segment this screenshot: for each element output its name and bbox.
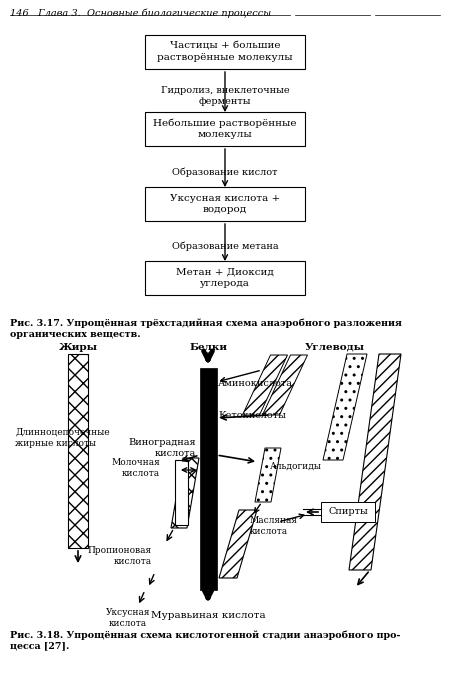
Text: Образование метана: Образование метана [172,241,278,251]
Text: Рис. 3.17. Упрощённая трёхстадийная схема анаэробного разложения
органических ве: Рис. 3.17. Упрощённая трёхстадийная схем… [10,318,402,338]
Text: Масляная
кислота: Масляная кислота [250,516,298,536]
Text: Аминокислота: Аминокислота [218,379,293,389]
Text: Длинноцепочечные
жирные кислоты: Длинноцепочечные жирные кислоты [15,428,110,448]
Text: Жиры: Жиры [58,342,98,351]
Polygon shape [171,458,199,528]
FancyBboxPatch shape [321,502,375,522]
Text: Кетокислоты: Кетокислоты [218,411,286,421]
Text: Рис. 3.18. Упрощённая схема кислотогенной стадии анаэробного про-
цесса [27].: Рис. 3.18. Упрощённая схема кислотогенно… [10,630,400,651]
Text: Уксусная кислота +
водород: Уксусная кислота + водород [170,194,280,214]
Polygon shape [255,448,281,502]
Text: Белки: Белки [189,342,227,351]
Polygon shape [243,355,288,415]
Text: Углеводы: Углеводы [305,342,365,351]
Bar [199,368,216,590]
Text: Пропионовая
кислота: Пропионовая кислота [88,546,152,566]
Bar [68,354,88,548]
Text: Образование кислот: Образование кислот [172,167,278,177]
Text: Альдогиды: Альдогиды [270,462,322,471]
Text: 146   Глава 3.  Основные биологические процессы: 146 Глава 3. Основные биологические проц… [10,8,271,18]
Text: Метан + Диоксид
углерода: Метан + Диоксид углерода [176,268,274,288]
Text: Гидролиз, внеклеточные
ферменты: Гидролиз, внеклеточные ферменты [161,86,289,106]
FancyBboxPatch shape [145,187,305,221]
Polygon shape [323,354,367,460]
Text: Виноградная
кислота: Виноградная кислота [128,438,196,458]
Polygon shape [262,355,307,415]
Polygon shape [349,354,401,570]
Bar [175,460,188,525]
Text: Молочная
кислота: Молочная кислота [111,458,160,478]
Text: Небольшие растворённые
молекулы: Небольшие растворённые молекулы [153,119,297,139]
Text: Спирты: Спирты [328,507,368,516]
Text: Уксусная
кислота: Уксусная кислота [106,608,150,628]
Text: Частицы + большие
растворённые молекулы: Частицы + большие растворённые молекулы [157,42,293,62]
FancyBboxPatch shape [145,261,305,295]
FancyBboxPatch shape [145,112,305,146]
Text: Муравьиная кислота: Муравьиная кислота [151,612,266,621]
FancyBboxPatch shape [145,35,305,69]
Polygon shape [219,510,257,578]
